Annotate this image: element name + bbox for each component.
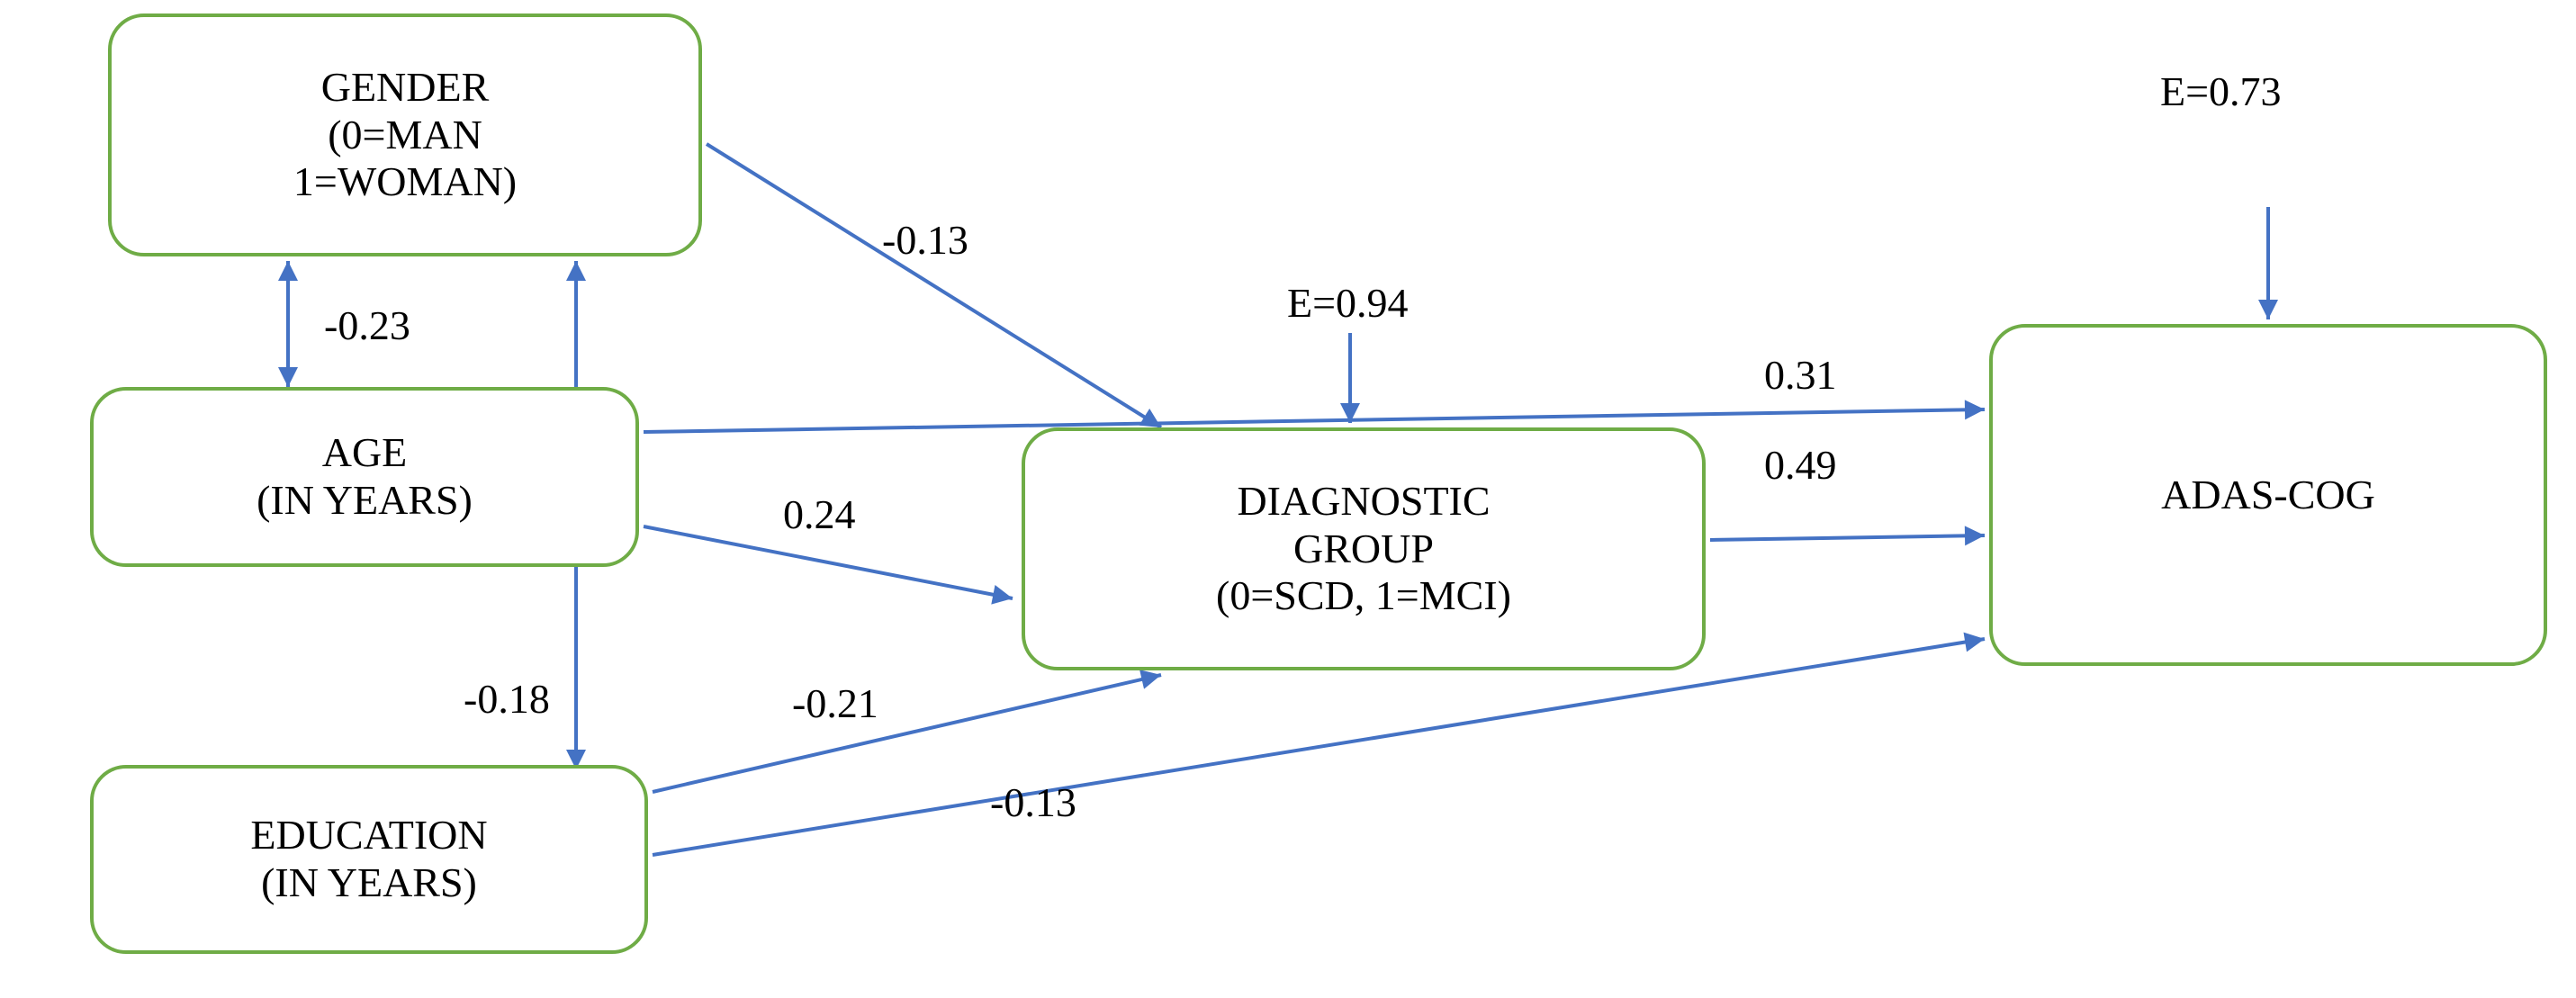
node-age-line-0: AGE: [322, 429, 408, 477]
edge-label-age-diagnostic: 0.24: [783, 490, 856, 538]
node-diagnostic-line-1: GROUP: [1293, 526, 1434, 573]
edge-label-age-adas: 0.31: [1764, 351, 1837, 399]
node-education-line-1: (IN YEARS): [261, 859, 477, 907]
node-diagnostic-line-0: DIAGNOSTIC: [1237, 478, 1490, 526]
node-gender-line-2: 1=WOMAN): [293, 158, 517, 206]
node-diagnostic-line-2: (0=SCD, 1=MCI): [1216, 572, 1511, 620]
edge-edu-diagnostic: [653, 675, 1161, 792]
edge-label-age-education: -0.18: [464, 675, 550, 723]
edge-label-edu-diagnostic: -0.21: [792, 679, 878, 727]
node-adas-line-0: ADAS-COG: [2161, 472, 2375, 519]
edge-diag-adas: [1710, 535, 1985, 540]
node-adas: ADAS-COG: [1989, 324, 2547, 666]
diagram-canvas: -0.23 -0.18 -0.13 0.24 -0.21 0.31 0.49 -0.13 E=0…: [0, 0, 2576, 998]
edge-label-err-adas: E=0.73: [2160, 67, 2282, 115]
node-diagnostic: DIAGNOSTICGROUP(0=SCD, 1=MCI): [1022, 427, 1706, 670]
node-gender-line-1: (0=MAN: [328, 112, 482, 159]
node-education: EDUCATION(IN YEARS): [90, 765, 648, 954]
node-gender: GENDER(0=MAN1=WOMAN): [108, 13, 702, 256]
edge-label-err-diag: E=0.94: [1287, 279, 1409, 327]
node-age-line-1: (IN YEARS): [257, 477, 473, 525]
edge-label-diag-adas: 0.49: [1764, 441, 1837, 489]
node-age: AGE(IN YEARS): [90, 387, 639, 567]
node-gender-line-0: GENDER: [321, 64, 490, 112]
edge-label-gender-diagnostic: -0.13: [882, 216, 968, 264]
edge-label-gender-age: -0.23: [324, 301, 410, 349]
edge-gender-diagnostic: [707, 144, 1161, 427]
node-education-line-0: EDUCATION: [250, 812, 487, 859]
edge-label-edu-adas: -0.13: [990, 778, 1076, 826]
